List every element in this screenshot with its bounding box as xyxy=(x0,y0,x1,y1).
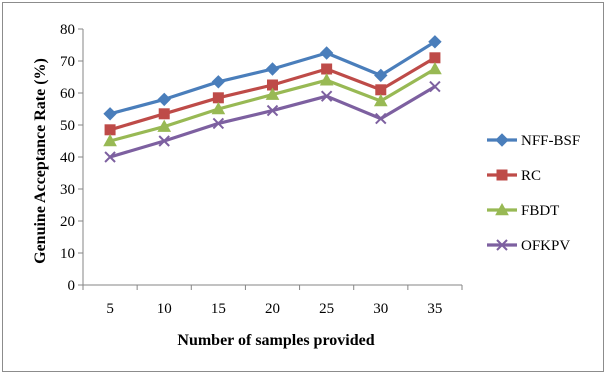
y-tick-label: 80 xyxy=(60,22,75,38)
data-point-nff-bsf xyxy=(265,62,280,76)
legend-item-fbdt: FBDT xyxy=(487,202,559,219)
data-point-rc xyxy=(104,124,116,136)
axes xyxy=(78,28,463,290)
data-point-ofkpv xyxy=(104,151,116,163)
legend-label: OFKPV xyxy=(521,238,570,254)
data-point-fbdt xyxy=(211,101,226,115)
data-point-fbdt xyxy=(265,87,280,100)
data-point-rc xyxy=(212,92,224,104)
legend-marker xyxy=(496,239,508,251)
data-point-fbdt xyxy=(428,61,442,75)
data-point-ofkpv xyxy=(158,135,170,147)
series-fbdt xyxy=(103,61,442,147)
y-axis-title: Genuine Acceptance Rate (%) xyxy=(32,58,49,264)
x-tick-label: 30 xyxy=(373,301,388,317)
x-tick-label: 35 xyxy=(427,301,442,317)
legend: NFF-BSF RC FBDT OFKPV xyxy=(487,133,580,254)
series-rc xyxy=(104,52,441,136)
data-point-nff-bsf xyxy=(103,107,117,121)
data-point-nff-bsf xyxy=(374,68,388,83)
legend-marker xyxy=(496,169,508,181)
series-line-nff-bsf xyxy=(109,40,436,116)
line-chart: 0 10 20 30 40 50 60 70 80 5 10 15 20 25 30 35 NFF-BSF RC… xyxy=(32,22,580,349)
data-point-rc xyxy=(158,108,170,120)
data-point-ofkpv xyxy=(429,80,441,93)
y-tick-label: 60 xyxy=(60,86,75,102)
data-point-nff-bsf xyxy=(319,46,334,60)
data-point-rc xyxy=(375,84,387,96)
x-tick-label: 15 xyxy=(211,301,226,317)
series-lines xyxy=(103,35,442,163)
data-point-fbdt xyxy=(373,93,388,107)
y-tick-label: 70 xyxy=(60,54,75,70)
data-point-ofkpv xyxy=(266,104,279,117)
legend-marker xyxy=(495,202,509,216)
data-point-fbdt xyxy=(319,73,334,86)
y-tick-label: 10 xyxy=(60,246,75,262)
data-point-fbdt xyxy=(157,119,172,132)
legend-label: RC xyxy=(521,168,541,184)
x-tick-label: 10 xyxy=(157,301,172,317)
series-nff-bsf xyxy=(103,35,442,121)
y-tick-label: 20 xyxy=(60,214,75,230)
tick-labels: 0 10 20 30 40 50 60 70 80 5 10 15 20 25 30 35 xyxy=(60,22,442,317)
legend-label: NFF-BSF xyxy=(521,133,580,149)
data-point-nff-bsf xyxy=(157,92,171,107)
x-tick-label: 5 xyxy=(106,301,114,317)
data-point-fbdt xyxy=(103,133,117,147)
legend-item-rc: RC xyxy=(487,168,541,184)
x-tick-label: 25 xyxy=(319,301,334,317)
legend-item-ofkpv: OFKPV xyxy=(487,238,570,254)
y-tick-label: 0 xyxy=(68,278,76,294)
legend-label: FBDT xyxy=(521,203,559,219)
data-point-nff-bsf xyxy=(211,75,226,89)
y-tick-label: 30 xyxy=(60,182,75,198)
y-tick-label: 40 xyxy=(60,150,75,166)
legend-item-nff-bsf: NFF-BSF xyxy=(487,133,580,149)
data-point-nff-bsf xyxy=(428,35,442,49)
data-point-rc xyxy=(321,63,333,75)
legend-marker xyxy=(495,133,509,147)
y-tick-label: 50 xyxy=(60,118,75,134)
x-tick-label: 20 xyxy=(265,301,280,317)
data-point-ofkpv xyxy=(212,117,225,130)
data-point-ofkpv xyxy=(320,90,333,102)
series-ofkpv xyxy=(104,80,441,163)
data-point-ofkpv xyxy=(375,112,387,125)
chart-frame: 0 10 20 30 40 50 60 70 80 5 10 15 20 25 30 35 NFF-BSF RC… xyxy=(2,2,604,372)
x-axis-title: Number of samples provided xyxy=(177,332,374,349)
data-point-rc xyxy=(429,52,441,64)
